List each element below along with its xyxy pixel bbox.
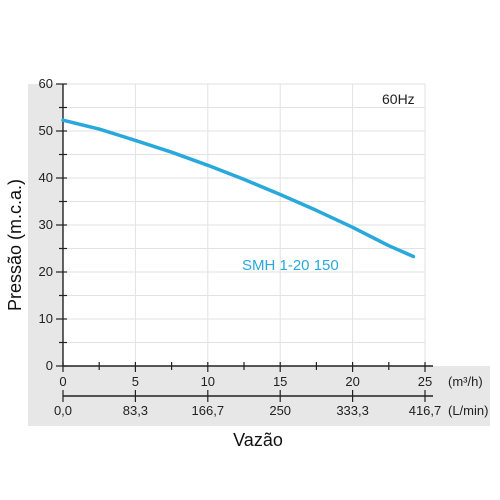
x-unit-secondary-label: (L/min) xyxy=(448,403,488,418)
x-secondary-tick-label: 416,7 xyxy=(409,403,442,418)
x-axis-secondary-ticks: 0,0 83,3 166,7 250 333,3 416,7 xyxy=(54,390,441,418)
x-tick-label: 15 xyxy=(273,374,287,389)
x-secondary-tick-label: 333,3 xyxy=(336,403,369,418)
y-tick-label: 60 xyxy=(39,76,53,91)
y-tick-label: 10 xyxy=(39,311,53,326)
series-lines xyxy=(61,118,416,259)
x-unit-label: (m³/h) xyxy=(448,374,483,389)
x-tick-label: 0 xyxy=(59,374,66,389)
series-label: SMH 1-20 150 xyxy=(242,257,339,274)
x-tick-label: 10 xyxy=(201,374,215,389)
y-tick-label: 30 xyxy=(39,217,53,232)
y-tick-label: 50 xyxy=(39,123,53,138)
y-tick-label: 20 xyxy=(39,264,53,279)
x-tick-label: 5 xyxy=(132,374,139,389)
y-axis-ticks: 0 10 20 30 40 50 60 xyxy=(39,76,67,373)
frequency-annotation: 60Hz xyxy=(382,91,415,107)
x-secondary-tick-label: 0,0 xyxy=(54,403,72,418)
x-axis-ticks: 0 5 10 15 20 25 xyxy=(59,362,432,389)
x-secondary-tick-label: 166,7 xyxy=(192,403,225,418)
grid-lines xyxy=(63,83,426,366)
x-tick-label: 25 xyxy=(418,374,432,389)
y-tick-label: 0 xyxy=(46,358,53,373)
y-axis-title: Pressão (m.c.a.) xyxy=(5,179,25,311)
x-secondary-tick-label: 83,3 xyxy=(123,403,148,418)
x-secondary-tick-label: 250 xyxy=(269,403,291,418)
x-axis-title: Vazão xyxy=(233,430,283,450)
y-tick-label: 40 xyxy=(39,170,53,185)
x-tick-label: 20 xyxy=(345,374,359,389)
series-line xyxy=(61,118,416,259)
